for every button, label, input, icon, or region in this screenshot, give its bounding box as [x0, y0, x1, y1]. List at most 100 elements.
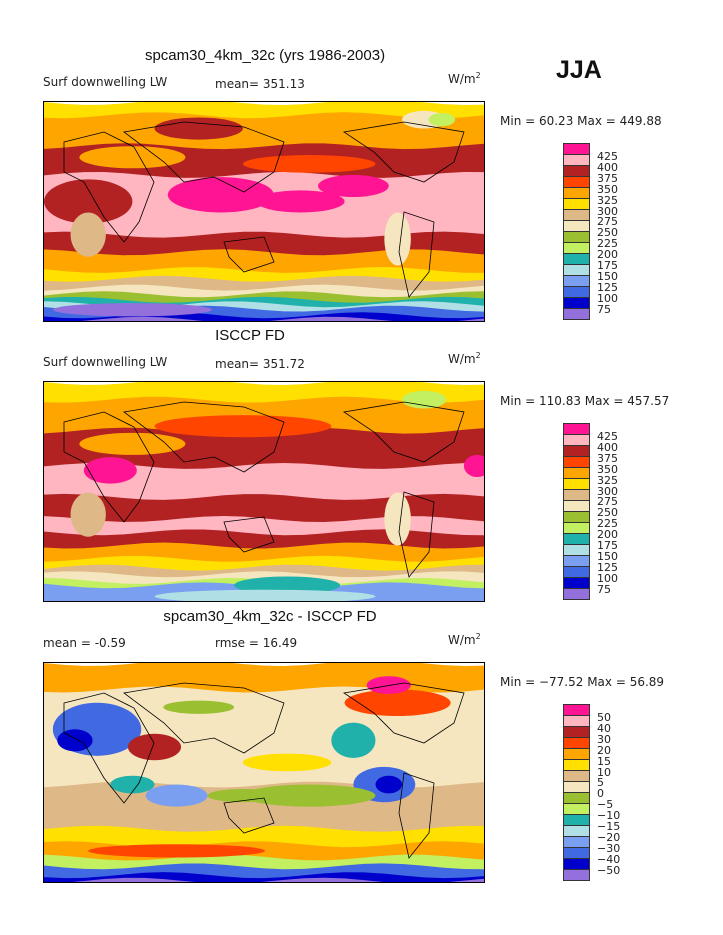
contour-band: [44, 877, 484, 882]
colorbar-label: 375: [597, 171, 618, 185]
contour-region: [79, 146, 186, 169]
contour-region: [110, 775, 155, 794]
units-text: W/m: [448, 352, 476, 366]
contour-map: [43, 101, 485, 322]
colorbar-label: −20: [597, 830, 621, 844]
contour-band: [44, 493, 484, 524]
colorbar-label: 125: [597, 560, 618, 574]
min-max-label: Min = 60.23 Max = 449.88: [500, 114, 662, 128]
colorbar-label: 400: [597, 440, 618, 454]
units-exponent: 2: [475, 632, 481, 641]
colorbar-label: −10: [597, 809, 621, 823]
season-label: JJA: [556, 56, 602, 84]
panel-title: spcam30_4km_32c - ISCCP FD: [163, 608, 377, 625]
colorbar-label: 375: [597, 451, 618, 465]
units-exponent: 2: [475, 351, 481, 360]
panel-title: spcam30_4km_32c (yrs 1986-2003): [144, 47, 386, 64]
colorbar-label: 300: [597, 204, 618, 218]
colorbar-label: 275: [597, 495, 618, 509]
colorbar-label: −30: [597, 841, 621, 855]
contour-region: [127, 733, 182, 761]
contour-region: [57, 729, 93, 752]
colorbar-label: 275: [597, 215, 618, 229]
colorbar-label: 75: [597, 302, 611, 316]
colorbar-label: −50: [597, 863, 621, 877]
contour-region: [242, 155, 376, 173]
colorbar-label: 100: [597, 571, 618, 585]
coastline: [398, 211, 435, 298]
contour-band: [44, 591, 484, 601]
variable-label: Surf downwelling LW: [43, 355, 168, 369]
contour-band: [44, 555, 484, 572]
colorbar-label: −40: [597, 852, 621, 866]
contour-region: [145, 784, 208, 807]
colorbar-label: 5: [597, 776, 604, 790]
contour-map: [43, 662, 485, 883]
mean-label: mean= 351.13: [215, 77, 305, 91]
min-max-label: Min = 110.83 Max = 457.57: [500, 394, 670, 408]
units-text: W/m: [448, 72, 476, 86]
colorbar-label: 0: [597, 787, 604, 801]
contour-region: [318, 174, 389, 198]
contour-region: [344, 689, 451, 717]
contour-region: [234, 576, 341, 595]
coastline: [63, 692, 155, 804]
contour-region: [428, 113, 456, 127]
contour-region: [366, 676, 411, 694]
contour-region: [331, 722, 376, 759]
colorbar-label: 40: [597, 721, 611, 735]
colorbar-label: 100: [597, 291, 618, 305]
colorbar-label: 325: [597, 193, 618, 207]
panel-title: ISCCP FD: [215, 327, 285, 344]
contour-region: [154, 589, 376, 601]
coastline: [123, 682, 285, 754]
contour-region: [79, 432, 186, 455]
mean-label: mean = -0.59: [43, 636, 126, 650]
coastline: [223, 236, 275, 273]
coastline: [342, 121, 465, 183]
contour-region: [88, 844, 265, 858]
contour-band: [44, 663, 484, 694]
contour-region: [384, 212, 411, 266]
colorbar-label: 300: [597, 484, 618, 498]
colorbar-label: 200: [597, 528, 618, 542]
colorbar: [563, 704, 590, 881]
colorbar-label: 175: [597, 539, 618, 552]
units-label: W/m2: [448, 351, 481, 366]
min-max-label: Min = −77.52 Max = 56.89: [500, 675, 665, 689]
coastline: [63, 411, 155, 523]
colorbar-label: 125: [597, 280, 618, 294]
contour-region: [44, 179, 133, 224]
contour-band: [44, 112, 484, 151]
contour-region: [242, 784, 376, 807]
mean-label: mean= 351.72: [215, 357, 305, 371]
colorbar-swatch: [563, 869, 590, 881]
contour-region: [154, 415, 332, 438]
contour-region: [70, 212, 106, 257]
colorbar-label: 20: [597, 743, 611, 757]
colorbar-swatch: [563, 588, 590, 600]
coastline: [63, 131, 155, 243]
units-text: W/m: [448, 633, 476, 647]
units-label: W/m2: [448, 632, 481, 647]
colorbar-label: 350: [597, 182, 618, 196]
colorbar-label: 200: [597, 248, 618, 262]
coastline: [398, 491, 435, 578]
colorbar-label: 425: [597, 430, 618, 443]
coastline: [342, 401, 465, 463]
colorbar-label: 425: [597, 150, 618, 163]
colorbar-label: 225: [597, 517, 618, 531]
colorbar-label: 150: [597, 269, 618, 283]
contour-region: [70, 492, 106, 537]
coastline: [223, 516, 275, 553]
contour-region: [154, 117, 243, 140]
coastline: [398, 772, 435, 859]
colorbar-label: 75: [597, 582, 611, 596]
contour-region: [167, 177, 274, 213]
variable-label: Surf downwelling LW: [43, 75, 168, 89]
colorbar-label: 150: [597, 549, 618, 563]
colorbar-label: 350: [597, 462, 618, 476]
coastline: [342, 682, 465, 744]
contour-region: [256, 190, 345, 213]
contour-region: [384, 492, 411, 546]
